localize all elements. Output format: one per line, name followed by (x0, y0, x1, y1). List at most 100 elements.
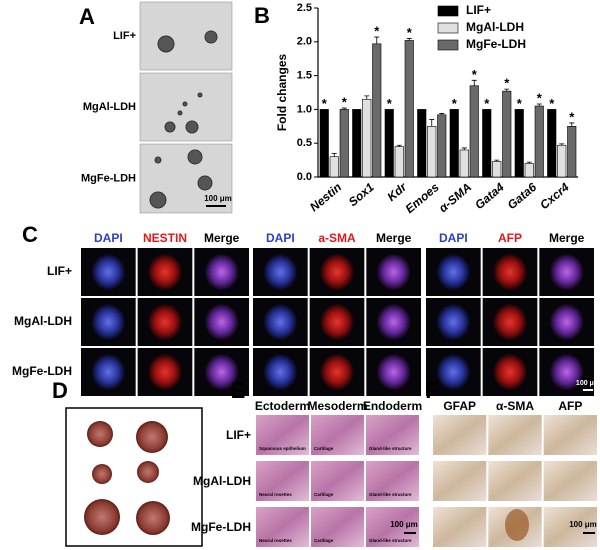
histology-image (256, 461, 309, 501)
significance-mark: * (374, 24, 380, 39)
colony (204, 30, 218, 44)
cell-cluster (263, 353, 298, 391)
error-bar (569, 122, 575, 127)
bar (372, 43, 382, 178)
error-bar (471, 79, 477, 86)
cell-cluster (204, 253, 239, 291)
bar (449, 109, 459, 178)
teratoma (84, 499, 120, 535)
annotation: Squamous epithelium (259, 446, 306, 451)
colony (197, 175, 213, 191)
cell-cluster (436, 303, 471, 341)
x-tick-label: Nestin (307, 180, 344, 214)
y-tick-label: 2.5 (297, 2, 312, 14)
micrograph (139, 1, 233, 71)
bar (404, 40, 414, 178)
significance-mark: * (342, 94, 348, 109)
teratoma (92, 464, 112, 484)
bar (459, 149, 469, 178)
bar (352, 109, 362, 178)
error-bar (341, 107, 347, 110)
row-label: MgAl-LDH (193, 474, 251, 488)
colony (149, 191, 167, 209)
bar (524, 163, 534, 178)
cell-cluster (493, 303, 527, 341)
error-bar (526, 161, 532, 164)
significance-mark: * (504, 76, 510, 91)
cell-cluster (549, 253, 584, 291)
bar (362, 98, 372, 178)
ihc-image (433, 415, 487, 455)
panel-letter: A (79, 4, 95, 29)
teratoma (136, 501, 170, 535)
cell-cluster (204, 353, 239, 391)
cell-cluster (376, 303, 411, 341)
bar (417, 109, 427, 178)
cell-cluster (376, 253, 411, 291)
ihc-image (543, 507, 597, 547)
bar (567, 126, 577, 178)
annotation: Cartilage (314, 492, 334, 497)
row-label: LIF+ (47, 264, 72, 278)
x-tick-label: Emoes (403, 180, 442, 216)
colony (157, 35, 175, 53)
colony (187, 149, 203, 165)
teratoma (137, 461, 159, 483)
cell-cluster (263, 303, 298, 341)
panel-letter: F (425, 378, 438, 403)
scale-bar-label: 100 μm (569, 520, 597, 529)
cell-cluster (493, 253, 527, 291)
error-bar (396, 144, 402, 147)
column-header: DAPI (266, 231, 295, 245)
teratoma (136, 421, 168, 453)
cell-cluster (148, 303, 182, 341)
histology-image (366, 507, 419, 547)
teratoma (87, 421, 113, 447)
row-label: MgAl-LDH (14, 314, 72, 328)
y-tick-label: 1.5 (297, 70, 312, 82)
colony (185, 120, 199, 134)
colony (182, 101, 188, 107)
bar (482, 109, 492, 178)
cell-cluster (320, 253, 354, 291)
annotation: Neural rosettes (259, 538, 292, 543)
significance-mark: * (472, 67, 478, 82)
ihc-image (543, 461, 597, 501)
cell-cluster (549, 353, 584, 391)
bar (319, 109, 329, 178)
cell-cluster (436, 353, 471, 391)
panel-letter: B (254, 3, 270, 28)
row-label: LIF+ (113, 30, 136, 42)
column-header: DAPI (439, 231, 468, 245)
column-header: Endoderm (363, 399, 422, 413)
ihc-image (433, 507, 487, 547)
x-tick-label: Gata4 (472, 180, 507, 212)
row-label: MgFe-LDH (81, 172, 136, 184)
significance-mark: * (452, 96, 458, 111)
column-header: AFP (558, 399, 582, 413)
bar (534, 105, 544, 178)
error-bar (374, 36, 380, 44)
bar (492, 161, 502, 178)
y-tick-label: 2.0 (297, 36, 312, 48)
cell-cluster (436, 253, 471, 291)
ihc-image (543, 415, 597, 455)
micrograph (139, 72, 233, 142)
colony (177, 110, 183, 116)
bar (339, 109, 349, 178)
error-bar (504, 88, 510, 92)
colony (197, 92, 203, 98)
column-header: Ectoderm (255, 399, 310, 413)
error-bar (439, 113, 445, 115)
legend-swatch (437, 22, 459, 34)
column-header: α-SMA (496, 399, 534, 413)
panel-letter: E (231, 378, 246, 403)
column-header: GFAP (443, 399, 476, 413)
column-header: a-SMA (318, 231, 356, 245)
legend-label: MgAl-LDH (466, 20, 524, 34)
error-bar (536, 103, 542, 107)
bar (437, 114, 447, 178)
column-header: AFP (498, 231, 522, 245)
significance-mark: * (569, 109, 575, 124)
